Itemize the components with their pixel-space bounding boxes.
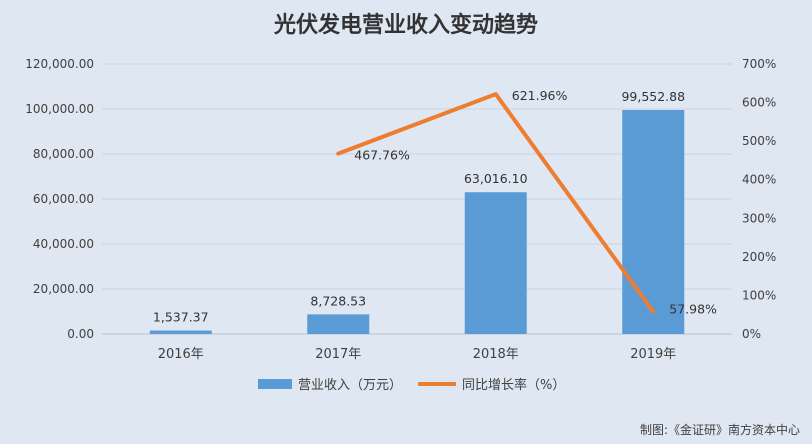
line-value-label: 621.96% [512, 88, 568, 103]
bar-value-label: 1,537.37 [153, 310, 209, 325]
legend: 营业收入（万元） 同比增长率（%） [258, 377, 565, 393]
left-tick-label: 120,000.00 [25, 57, 94, 71]
left-axis-ticks: 0.00 20,000.00 40,000.00 60,000.00 80,000.00… [25, 57, 94, 341]
bar [307, 314, 370, 334]
bar-value-label: 63,016.10 [464, 171, 528, 186]
legend-label-revenue: 营业收入（万元） [298, 378, 402, 393]
bar [149, 330, 212, 334]
right-tick-label: 600% [742, 96, 776, 110]
legend-label-growth: 同比增长率（%） [462, 377, 565, 393]
right-tick-label: 400% [742, 173, 776, 187]
right-tick-label: 700% [742, 57, 776, 71]
category-label: 2017年 [315, 347, 361, 362]
bar-value-label: 8,728.53 [310, 293, 366, 308]
data-labels: 1,537.37 8,728.53 63,016.10 99,552.88 467.76… [153, 88, 717, 324]
right-tick-label: 200% [742, 250, 776, 264]
left-tick-label: 40,000.00 [33, 237, 94, 251]
line-value-label: 57.98% [669, 302, 717, 317]
chart-title: 光伏发电营业收入变动趋势 [273, 12, 538, 38]
gridlines [102, 63, 732, 335]
left-tick-label: 0.00 [67, 327, 94, 341]
category-label: 2019年 [630, 347, 676, 362]
bar-series [149, 110, 685, 335]
line-value-label: 467.76% [354, 148, 410, 163]
source-credit: 制图:《金证研》南方资本中心 [640, 422, 800, 437]
bar [622, 110, 685, 335]
right-tick-label: 300% [742, 211, 776, 225]
line-series [336, 92, 656, 314]
right-tick-label: 500% [742, 134, 776, 148]
right-tick-label: 100% [742, 288, 776, 302]
category-labels: 2016年 2017年 2018年 2019年 [158, 347, 677, 362]
left-tick-label: 20,000.00 [33, 282, 94, 296]
growth-line [336, 92, 656, 314]
left-tick-label: 60,000.00 [33, 192, 94, 206]
bar-value-label: 99,552.88 [621, 89, 685, 104]
legend-swatch-bar [258, 379, 292, 389]
category-label: 2018年 [473, 347, 519, 362]
right-tick-label: 0% [742, 327, 761, 341]
left-tick-label: 80,000.00 [33, 147, 94, 161]
left-tick-label: 100,000.00 [25, 102, 94, 116]
category-label: 2016年 [158, 347, 204, 362]
bar [464, 192, 527, 334]
right-axis-ticks: 0% 100% 200% 300% 400% 500% 600% 700% [742, 57, 776, 341]
